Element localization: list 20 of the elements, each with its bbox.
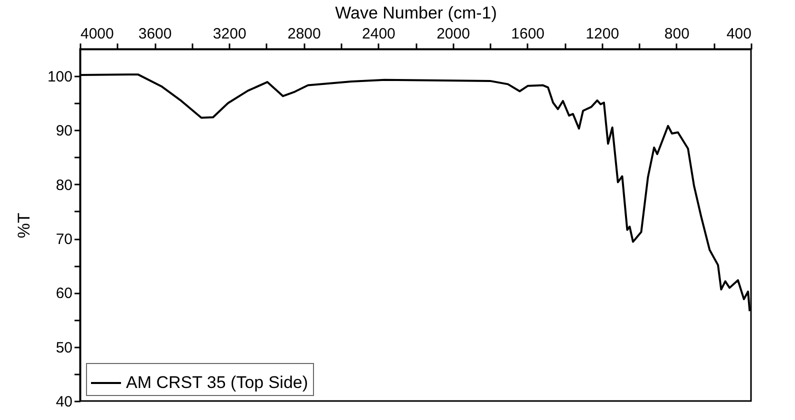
legend-label: AM CRST 35 (Top Side) [126,373,308,392]
x-tick-label: 400 [726,26,752,42]
x-tick-label: 3600 [138,26,172,42]
y-tick-label: 60 [56,285,72,302]
x-tick-label: 2000 [436,26,470,42]
x-tick-label: 3200 [212,26,246,42]
x-tick-label: 2800 [287,26,321,42]
x-tick-label: 1600 [511,26,545,42]
y-tick-label: 80 [56,176,72,194]
y-tick-label: 70 [56,231,72,248]
y-tick-label: 100 [47,68,72,86]
x-tick-label: 1200 [586,26,620,42]
y-tick-label: 90 [56,122,72,140]
y-axis-title: %T [14,212,34,238]
y-tick-label: 40 [56,394,72,410]
x-tick-label: 2400 [362,26,396,42]
y-tick-label: 50 [56,339,72,356]
x-axis-title: Wave Number (cm-1) [335,4,497,22]
x-tick-label: 4000 [80,26,114,42]
x-tick-label: 800 [664,26,690,42]
